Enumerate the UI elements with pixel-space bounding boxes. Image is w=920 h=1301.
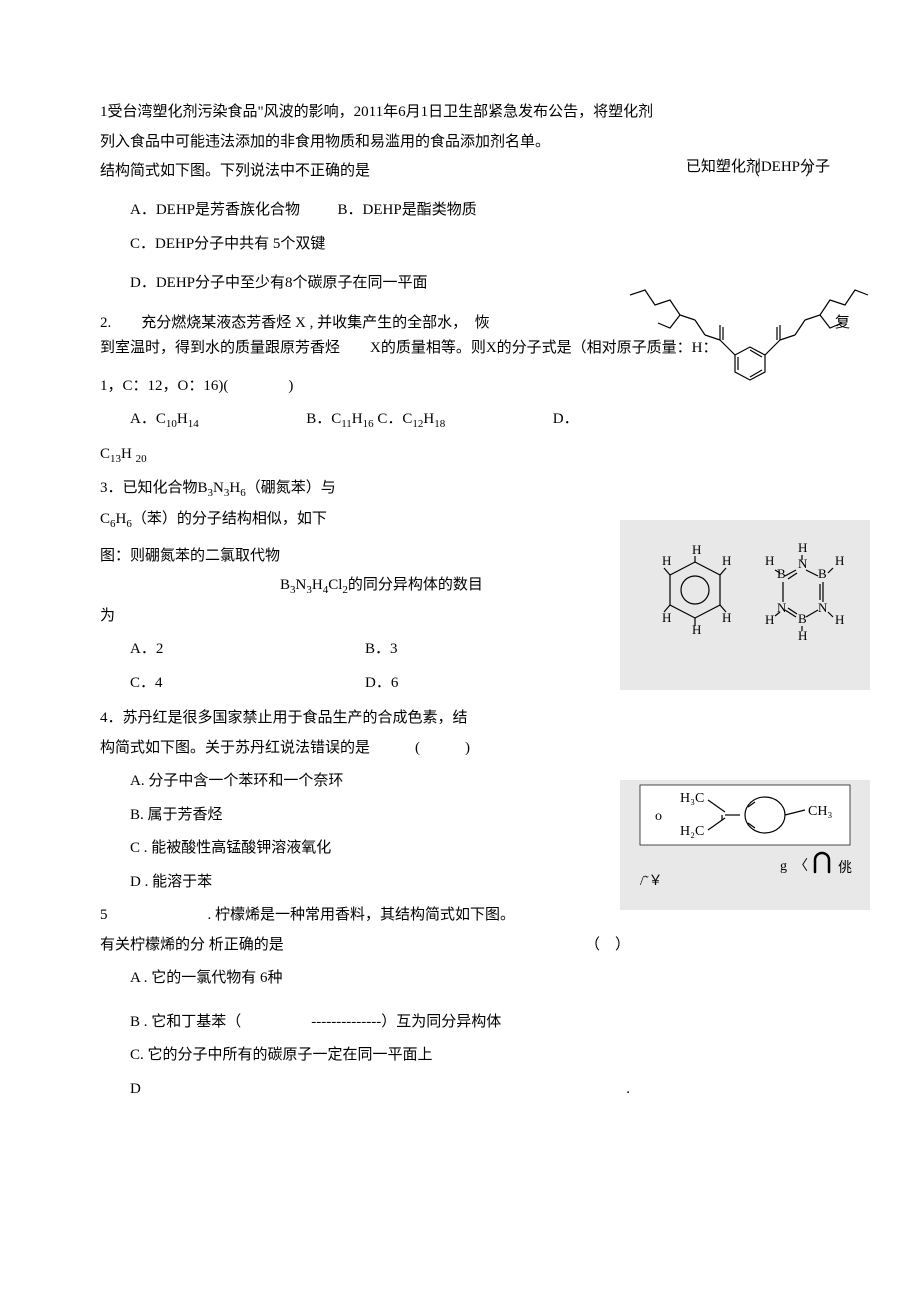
svg-text:佻: 佻 [838,860,852,876]
q1-paren: （ ） [745,159,820,185]
svg-text:H: H [765,553,774,568]
svg-text:H: H [662,610,671,625]
q5-opt-d: D. [100,1077,630,1103]
svg-text:H: H [722,610,731,625]
svg-text:o: o [655,809,662,824]
q3-opt-d: D．6 [365,671,600,697]
q2-opt-d-line2: C13H 20 [100,442,850,469]
q5-line2: 有关柠檬烯的分 析正确的是 [100,933,284,959]
q5-opt-b: B . 它和丁基苯（--------------）互为同分异构体 [100,1010,850,1036]
svg-text:g 〈: g 〈 [780,858,808,874]
svg-text:H: H [765,612,774,627]
q2-opt-b: B．C11H16 [306,411,373,427]
svg-text:B: B [777,566,786,581]
svg-text:H₃C: H₃C [680,791,704,806]
svg-text:H: H [662,553,671,568]
svg-text:B: B [818,566,827,581]
q5-opt-a: A . 它的一氯代物有 6种 [100,966,850,992]
q1-intro-1: 1受台湾塑化剂污染食品"风波的影响，2011年6月1日卫生部紧急发布公告，将塑化… [100,100,850,126]
q2-opt-c: C．C12H18 [377,411,445,427]
q1-opt-b: B．DEHP是酯类物质 [338,202,477,218]
sudan-red-figure: H₃C H₂C CH₃ o g 〈 佻 /˜￥ [620,780,870,910]
svg-text:N: N [818,600,828,615]
svg-text:H: H [798,540,807,555]
borazine-benzene-figure: HHH HHH HHH HHH BNB NBN [620,520,870,690]
q4-line1: 4．苏丹红是很多国家禁止用于食品生产的合成色素，结 [100,706,850,732]
q2-opt-d: D． [553,411,579,427]
q3-opt-a: A．2 [130,637,365,663]
q4-line2: 构简式如下图。关于苏丹红说法错误的是 ( ) [100,736,850,762]
sudan-svg: H₃C H₂C CH₃ o g 〈 佻 /˜￥ [620,780,870,910]
q5-opt-c: C. 它的分子中所有的碳原子一定在同一平面上 [100,1043,850,1069]
q1-intro-3: 结构简式如下图。下列说法中不正确的是 [100,159,370,185]
svg-text:/˜￥: /˜￥ [640,874,663,889]
q2-line1: 2. 充分燃烧某液态芳香烃 X , 并收集产生的全部水， 恢 [100,311,490,337]
svg-text:H: H [835,612,844,627]
q3-line1: 3．已知化合物B3N3H6（硼氮苯）与 [100,476,850,503]
svg-text:H: H [798,628,807,643]
q3-opt-b: B．3 [365,637,600,663]
svg-text:N: N [798,556,808,571]
svg-text:H: H [692,542,701,557]
svg-text:B: B [798,611,807,626]
svg-text:H: H [692,622,701,637]
q5-paren: （ ） [585,933,630,959]
dehp-structure-figure [620,260,870,410]
svg-text:H₂C: H₂C [680,824,704,839]
svg-text:H: H [722,553,731,568]
q1-intro-2: 列入食品中可能违法添加的非食用物质和易滥用的食品添加剂名单。 [100,130,550,156]
svg-text:CH₃: CH₃ [808,804,832,819]
svg-text:H: H [835,553,844,568]
q3-opt-c: C．4 [130,671,365,697]
q1-opt-a: A．DEHP是芳香族化合物 [130,202,300,218]
dehp-svg [620,260,870,410]
q1-opt-c: C．DEHP分子中共有 5个双键 [100,232,850,258]
borazine-svg: HHH HHH HHH HHH BNB NBN [620,520,870,690]
q2-opt-a: A．C10H14 [130,411,199,427]
